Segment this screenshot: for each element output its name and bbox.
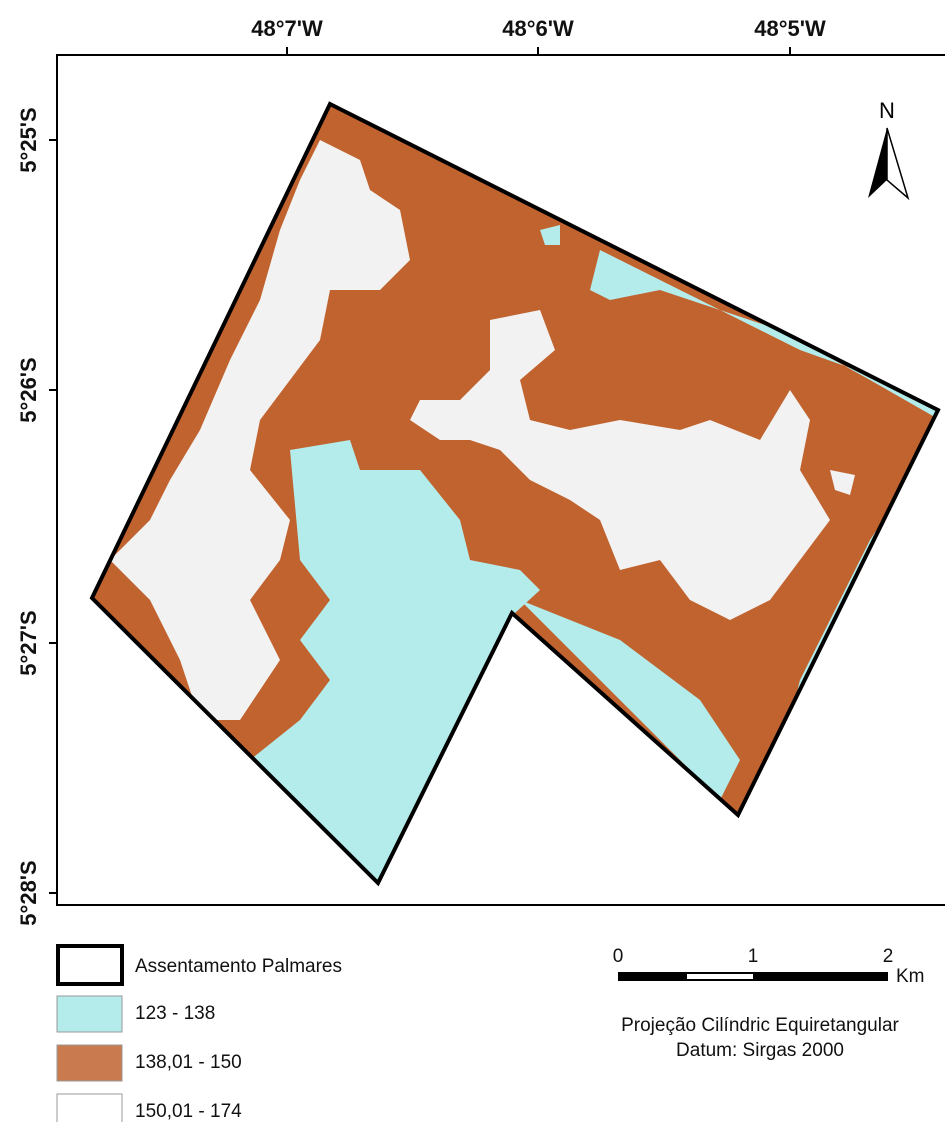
latitude-label: 5°26'S: [16, 357, 41, 422]
scale-label: 0: [613, 946, 624, 967]
scale-unit: Km: [896, 966, 925, 987]
scale-label: 1: [748, 946, 759, 967]
map: 48°7'W 48°6'W 48°5'W 5°25'S 5°26'S 5°27'…: [0, 0, 945, 1122]
north-label: N: [879, 98, 895, 123]
latitude-label: 5°28'S: [16, 860, 41, 925]
projection-text: Projeção Cilíndric Equiretangular: [621, 1015, 899, 1036]
legend-label: 150,01 - 174: [135, 1101, 242, 1122]
legend-label: Assentamento Palmares: [135, 956, 342, 977]
scale-bar: 0 1 2 Km: [613, 946, 925, 987]
page: 48°7'W 48°6'W 48°5'W 5°25'S 5°26'S 5°27'…: [0, 0, 945, 1122]
latitude-label: 5°27'S: [16, 610, 41, 675]
datum-text: Datum: Sirgas 2000: [676, 1040, 844, 1061]
scale-label: 2: [883, 946, 894, 967]
latitude-label: 5°25'S: [16, 107, 41, 172]
legend: Assentamento Palmares 123 - 138 138,01 -…: [57, 946, 342, 1122]
legend-label: 138,01 - 150: [135, 1052, 242, 1073]
longitude-label: 48°7'W: [251, 16, 323, 41]
longitude-label: 48°6'W: [502, 16, 574, 41]
legend-label: 123 - 138: [135, 1003, 215, 1024]
longitude-label: 48°5'W: [754, 16, 826, 41]
